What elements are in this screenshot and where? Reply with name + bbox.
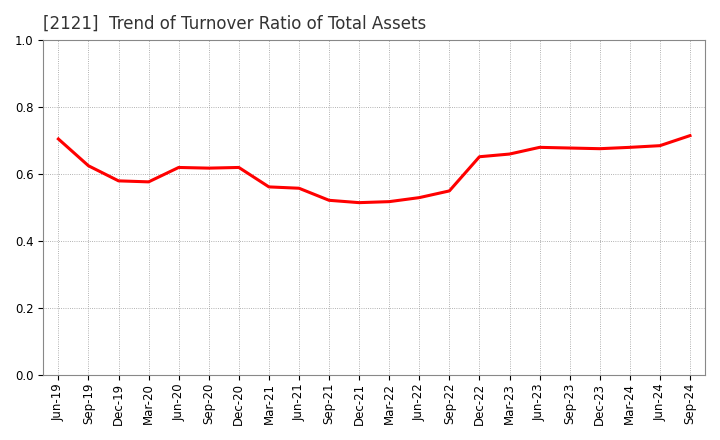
Text: [2121]  Trend of Turnover Ratio of Total Assets: [2121] Trend of Turnover Ratio of Total … xyxy=(43,15,426,33)
